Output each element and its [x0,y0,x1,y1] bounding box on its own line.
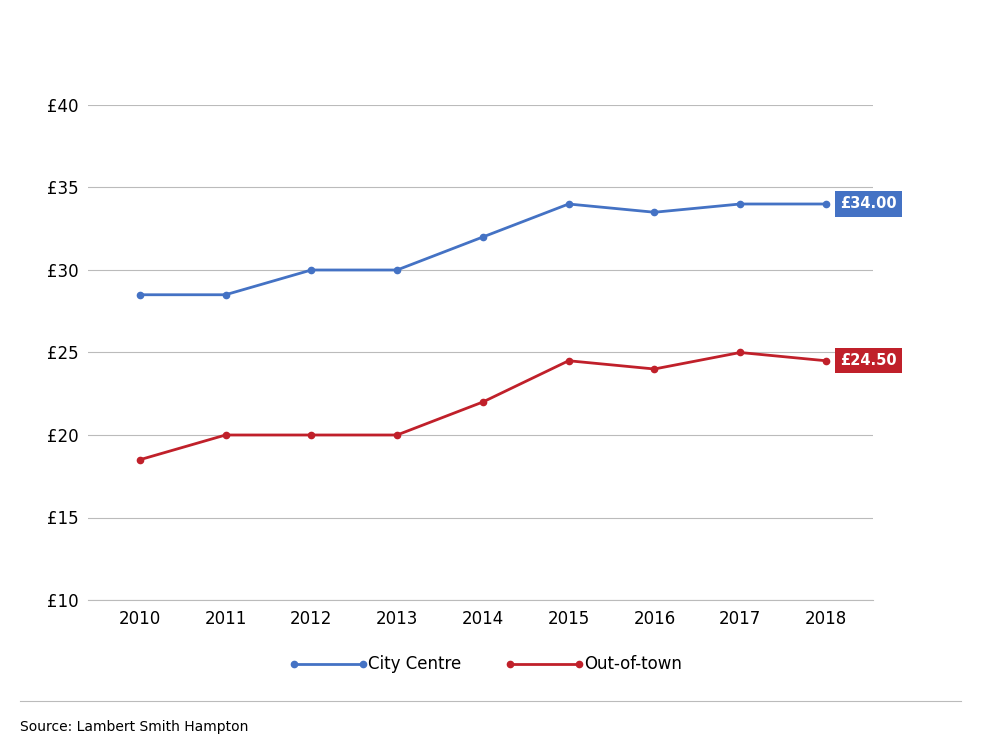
Text: Out-of-town: Out-of-town [584,655,682,673]
Text: Source: Lambert Smith Hampton: Source: Lambert Smith Hampton [20,721,248,734]
Text: £34.00: £34.00 [840,196,897,211]
Text: Manchester prime headline rents (per sq ft): Manchester prime headline rents (per sq … [13,30,667,56]
Text: City Centre: City Centre [368,655,461,673]
Text: £24.50: £24.50 [840,353,897,368]
